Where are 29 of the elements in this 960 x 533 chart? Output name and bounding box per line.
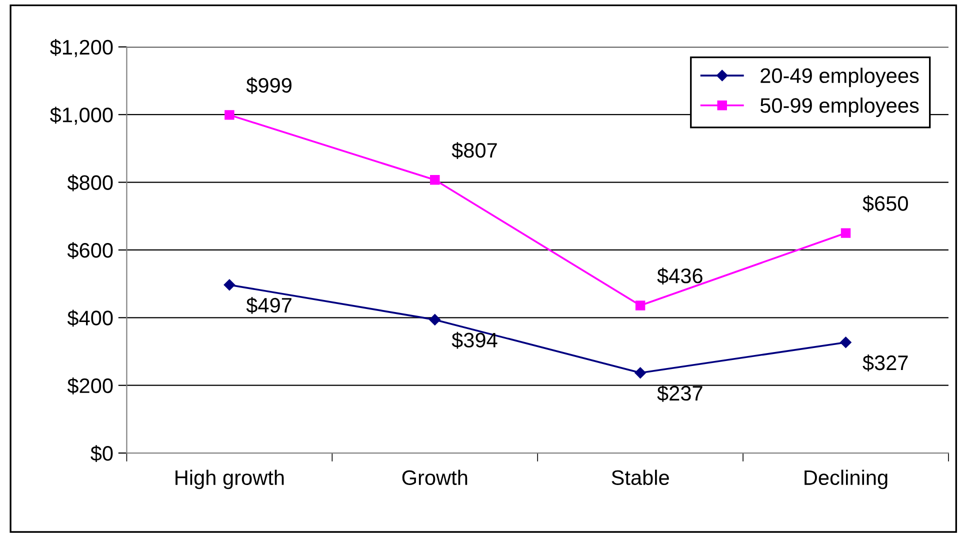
data-label: $650 (862, 195, 908, 212)
point (429, 314, 440, 326)
point (840, 228, 851, 238)
point (635, 300, 646, 310)
data-label: $327 (862, 354, 908, 372)
point (430, 175, 440, 185)
point (224, 279, 236, 290)
y-tick-label: $800 (67, 174, 113, 192)
data-label: $237 (657, 385, 702, 402)
y-tick-label: $600 (67, 242, 113, 259)
data-label: $394 (452, 332, 498, 349)
data-label: $436 (657, 268, 702, 285)
data-label: $999 (246, 77, 292, 94)
x-tick-label: Growth (402, 470, 468, 486)
point (634, 367, 646, 378)
y-tick-label: $400 (67, 310, 113, 327)
legend-label: 50-99 employees (760, 98, 919, 117)
legend-label: 20-49 employees (760, 68, 919, 88)
x-tick-label: High growth (176, 470, 284, 490)
y-tick-label: $200 (67, 377, 113, 394)
data-label: $497 (246, 297, 292, 314)
y-tick-label: $1,200 (50, 39, 113, 58)
point (840, 336, 852, 348)
y-tick-label: $1,000 (50, 106, 113, 125)
x-tick-label: Stable (612, 470, 669, 486)
x-tick-label: Declining (804, 470, 888, 490)
y-tick-label: $0 (90, 445, 113, 462)
data-label: $807 (452, 142, 497, 159)
point (224, 110, 234, 120)
